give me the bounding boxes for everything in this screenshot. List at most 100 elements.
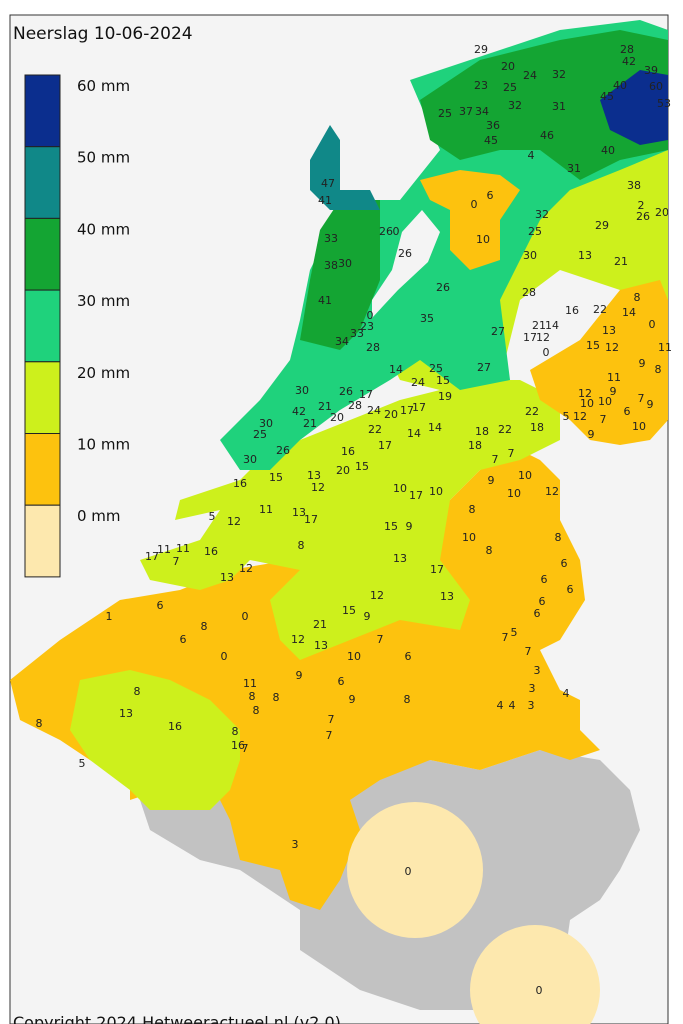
station-reading: 32: [552, 68, 566, 81]
station-reading: 5: [563, 410, 570, 423]
station-reading: 30: [295, 384, 309, 397]
station-reading: 24: [523, 69, 537, 82]
station-reading: 21: [303, 417, 317, 430]
station-reading: 16: [168, 720, 182, 733]
station-reading: 25: [253, 428, 267, 441]
station-reading: 6: [561, 557, 568, 570]
station-reading: 25: [528, 225, 542, 238]
station-reading: 11: [607, 371, 621, 384]
station-reading: 0: [649, 318, 656, 331]
station-reading: 29: [595, 219, 609, 232]
station-reading: 11: [157, 543, 171, 556]
station-reading: 9: [610, 385, 617, 398]
station-reading: 16: [341, 445, 355, 458]
station-reading: 12: [536, 331, 550, 344]
station-reading: 31: [552, 100, 566, 113]
station-reading: 2: [638, 199, 645, 212]
station-reading: 8: [36, 717, 43, 730]
station-reading: 10: [347, 650, 361, 663]
station-reading: 8: [249, 690, 256, 703]
station-reading: 14: [622, 306, 636, 319]
station-reading: 8: [634, 291, 641, 304]
station-reading: 20: [384, 408, 398, 421]
station-reading: 8: [273, 691, 280, 704]
legend-label: 40 mm: [77, 220, 130, 238]
station-reading: 17: [145, 550, 159, 563]
station-reading: 8: [134, 685, 141, 698]
station-reading: 22: [593, 303, 607, 316]
station-reading: 15: [342, 604, 356, 617]
station-reading: 26: [379, 225, 393, 238]
station-reading: 3: [528, 699, 535, 712]
station-reading: 10: [598, 395, 612, 408]
station-reading: 14: [389, 363, 403, 376]
station-reading: 39: [644, 64, 658, 77]
station-reading: 23: [474, 79, 488, 92]
station-reading: 27: [491, 325, 505, 338]
station-reading: 16: [565, 304, 579, 317]
station-reading: 26: [276, 444, 290, 457]
station-reading: 21: [313, 618, 327, 631]
legend-swatch: [24, 361, 61, 434]
station-reading: 37: [459, 105, 473, 118]
station-reading: 40: [613, 79, 627, 92]
station-reading: 13: [578, 249, 592, 262]
station-reading: 15: [384, 520, 398, 533]
station-reading: 8: [404, 693, 411, 706]
map-title: Neerslag 10-06-2024: [13, 24, 193, 44]
station-reading: 14: [428, 421, 442, 434]
station-reading: 23: [360, 320, 374, 333]
station-reading: 28: [348, 399, 362, 412]
station-reading: 17: [359, 388, 373, 401]
station-reading: 17: [523, 331, 537, 344]
station-reading: 20: [501, 60, 515, 73]
station-reading: 9: [349, 693, 356, 706]
station-reading: 45: [484, 134, 498, 147]
station-reading: 13: [292, 506, 306, 519]
station-reading: 10: [462, 531, 476, 544]
station-reading: 5: [79, 757, 86, 770]
station-reading: 6: [157, 599, 164, 612]
station-reading: 17: [400, 404, 414, 417]
station-reading: 7: [326, 729, 333, 742]
station-reading: 18: [475, 425, 489, 438]
station-reading: 11: [176, 542, 190, 555]
legend: 60 mm 50 mm 40 mm 30 mm 20 mm 10 mm 0 mm: [24, 74, 130, 578]
station-reading: 30: [523, 249, 537, 262]
station-reading: 6: [624, 405, 631, 418]
station-reading: 6: [541, 573, 548, 586]
station-reading: 13: [440, 590, 454, 603]
station-reading: 0: [536, 984, 543, 997]
legend-swatch: [24, 289, 61, 363]
station-reading: 0: [471, 198, 478, 211]
station-reading: 28: [366, 341, 380, 354]
station-reading: 21: [614, 255, 628, 268]
station-reading: 12: [545, 485, 559, 498]
station-reading: 7: [502, 631, 509, 644]
legend-swatch: [24, 504, 61, 578]
station-reading: 36: [486, 119, 500, 132]
station-reading: 0: [221, 650, 228, 663]
station-reading: 31: [567, 162, 581, 175]
station-reading: 5: [209, 510, 216, 523]
station-reading: 12: [239, 562, 253, 575]
station-reading: 3: [534, 664, 541, 677]
station-reading: 19: [438, 390, 452, 403]
station-reading: 10: [429, 485, 443, 498]
station-reading: 32: [508, 99, 522, 112]
station-reading: 22: [498, 423, 512, 436]
legend-label: 10 mm: [77, 436, 130, 454]
station-reading: 53: [657, 97, 671, 110]
station-reading: 60: [649, 80, 663, 93]
station-reading: 7: [525, 645, 532, 658]
station-reading: 17: [304, 513, 318, 526]
station-reading: 0: [543, 346, 550, 359]
station-reading: 7: [173, 555, 180, 568]
station-reading: 22: [368, 423, 382, 436]
station-reading: 4: [528, 149, 535, 162]
station-reading: 17: [409, 489, 423, 502]
precip-zones: [10, 20, 668, 1024]
station-reading: 0: [367, 309, 374, 322]
